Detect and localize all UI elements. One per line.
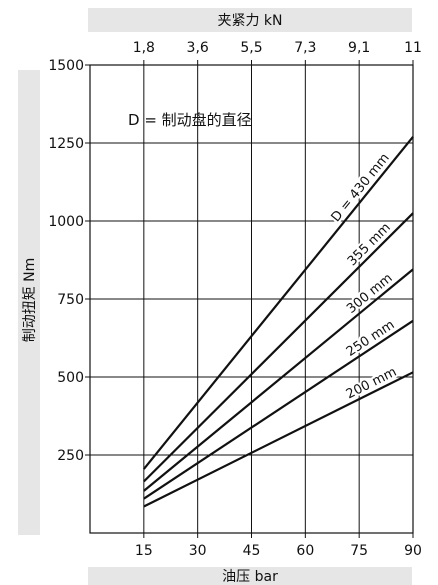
y-tick-label: 250 — [57, 448, 84, 464]
y-tick-label: 1500 — [48, 58, 84, 74]
x-tick-label: 90 — [404, 543, 422, 559]
x-tick-label: 30 — [189, 543, 207, 559]
series-line — [143, 319, 414, 500]
series-label: 250 mm — [344, 317, 398, 359]
x-tick-label: 45 — [243, 543, 261, 559]
axis-ticks — [85, 60, 414, 538]
series-line — [143, 268, 414, 492]
y-tick-label: 750 — [57, 292, 84, 308]
series-label: 355 mm — [345, 220, 394, 269]
x2-tick-labels: 1,8 3,6 5,5 7,3 9,1 11 — [133, 40, 422, 56]
y-tick-labels: 250 500 750 1000 1250 1500 — [48, 58, 84, 464]
left-axis-band — [18, 70, 40, 535]
y-tick-label: 1250 — [48, 136, 84, 152]
series-line — [142, 136, 414, 470]
x-tick-labels: 15 30 45 60 75 90 — [135, 543, 422, 559]
x2-tick-label: 9,1 — [348, 40, 370, 56]
bottom-axis-band — [88, 567, 412, 585]
series-label: 300 mm — [344, 271, 395, 317]
y-tick-label: 1000 — [48, 214, 84, 230]
x2-tick-label: 3,6 — [187, 40, 209, 56]
x-axis-title: 油压 bar — [222, 569, 278, 585]
x-tick-label: 75 — [350, 543, 368, 559]
grid-lines — [90, 65, 414, 533]
y-tick-label: 500 — [57, 370, 84, 386]
diameter-annotation: D = 制动盘的直径 — [128, 111, 252, 129]
x-tick-label: 15 — [135, 543, 153, 559]
x2-tick-label: 7,3 — [294, 40, 316, 56]
x2-tick-label: 5,5 — [240, 40, 262, 56]
x-tick-label: 60 — [296, 543, 314, 559]
x2-axis-title: 夹紧力 kN — [217, 13, 282, 29]
x2-tick-label: 1,8 — [133, 40, 155, 56]
series-line — [143, 212, 414, 483]
x2-tick-label: 11 — [404, 40, 422, 56]
series-line — [143, 371, 414, 508]
series-label: D = 430 mm — [329, 151, 393, 225]
y-axis-title: 制动扭矩 Nm — [22, 258, 38, 343]
top-axis-band — [88, 8, 412, 32]
